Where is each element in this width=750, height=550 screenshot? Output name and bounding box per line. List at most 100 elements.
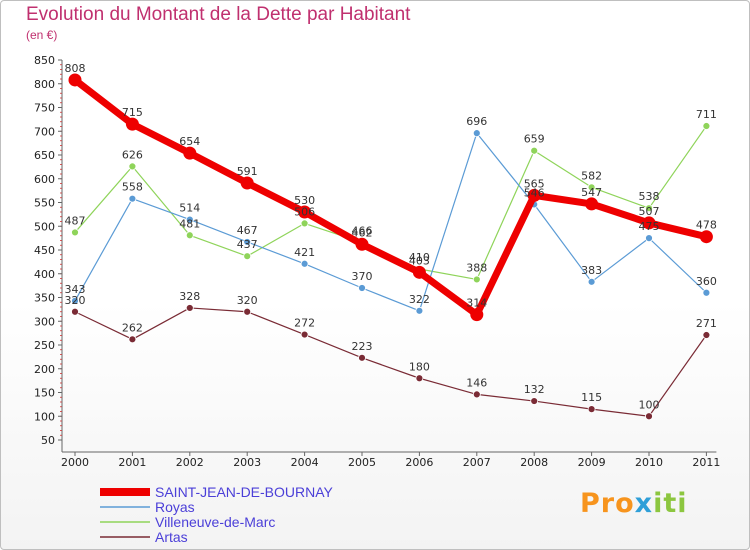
- data-label: 314: [466, 297, 487, 310]
- data-point: [128, 194, 137, 203]
- y-tick-label: 650: [34, 149, 55, 162]
- data-point: [699, 230, 713, 244]
- y-tick-label: 550: [34, 197, 55, 210]
- x-tick-label: 2007: [463, 456, 491, 469]
- y-tick-label: 500: [34, 220, 55, 233]
- data-label: 223: [352, 340, 373, 353]
- y-tick-label: 450: [34, 244, 55, 257]
- data-label: 715: [122, 106, 143, 119]
- data-label: 711: [696, 108, 717, 121]
- data-label: 328: [179, 290, 200, 303]
- x-tick-label: 2001: [118, 456, 146, 469]
- data-point: [243, 238, 252, 246]
- y-tick-label: 750: [34, 102, 55, 115]
- data-label: 591: [237, 165, 258, 178]
- x-tick-label: 2000: [61, 456, 89, 469]
- data-point: [587, 405, 596, 414]
- data-point: [472, 129, 481, 138]
- data-point: [587, 183, 596, 192]
- y-tick-label: 800: [34, 78, 55, 91]
- data-label: 383: [581, 264, 602, 277]
- series-line-1: [74, 132, 707, 312]
- data-point: [527, 188, 541, 202]
- y-tick-label: 300: [34, 315, 55, 328]
- data-point: [702, 288, 711, 297]
- data-label: 100: [639, 398, 660, 411]
- data-point: [298, 205, 312, 219]
- data-point: [642, 216, 656, 230]
- data-point: [243, 307, 252, 316]
- legend-label: Villeneuve-de-Marc: [155, 514, 275, 530]
- data-point: [185, 304, 194, 312]
- data-label: 271: [696, 317, 717, 330]
- data-label: 410: [409, 251, 430, 264]
- data-label: 272: [294, 317, 315, 330]
- data-label: 487: [65, 214, 86, 227]
- series-line-0: [72, 77, 708, 319]
- data-label: 626: [122, 148, 143, 161]
- data-point: [243, 252, 252, 261]
- data-point: [300, 259, 309, 268]
- y-tick-label: 850: [34, 54, 55, 67]
- y-tick-label: 600: [34, 173, 55, 186]
- data-point: [68, 73, 82, 87]
- data-label: 115: [581, 391, 602, 404]
- data-point: [125, 117, 139, 131]
- data-point: [702, 331, 711, 339]
- data-label: 506: [294, 205, 315, 218]
- data-point: [530, 397, 539, 405]
- y-tick-label: 350: [34, 292, 55, 305]
- data-point: [358, 284, 366, 292]
- y-tick-label: 50: [41, 434, 55, 447]
- data-label: 146: [466, 376, 487, 389]
- y-tick-label: 250: [34, 339, 55, 352]
- y-tick-label: 700: [34, 125, 55, 138]
- data-label: 547: [581, 186, 602, 199]
- proxiti-logo: Proxiti: [580, 488, 688, 519]
- data-label: 654: [179, 135, 200, 148]
- legend-label: Royas: [155, 499, 195, 515]
- data-label: 360: [696, 275, 717, 288]
- data-label: 262: [122, 321, 143, 334]
- data-point: [530, 146, 539, 155]
- data-label: 582: [581, 169, 602, 182]
- data-point: [645, 234, 653, 243]
- legend-label: SAINT-JEAN-DE-BOURNAY: [155, 484, 334, 500]
- data-label: 475: [639, 220, 660, 233]
- data-label: 320: [65, 294, 86, 307]
- series-layer: [68, 73, 713, 421]
- data-point: [702, 122, 711, 130]
- data-point: [470, 308, 484, 322]
- data-label: 180: [409, 360, 430, 373]
- data-point: [415, 306, 424, 315]
- x-tick-label: 2008: [520, 456, 548, 469]
- data-point: [185, 215, 194, 224]
- data-label: 132: [524, 383, 545, 396]
- data-point: [412, 265, 426, 279]
- x-tick-label: 2010: [635, 456, 663, 469]
- data-point: [183, 146, 197, 160]
- data-label: 546: [524, 186, 545, 199]
- data-point: [240, 176, 254, 190]
- data-point: [71, 296, 79, 305]
- data-point: [355, 237, 369, 251]
- axes: 50 100 150 200 250 300 350 400 450 500 550 600 650 70…: [34, 54, 720, 469]
- data-point: [645, 412, 653, 421]
- y-tick-label: 100: [34, 410, 55, 423]
- data-label: 659: [524, 133, 545, 146]
- data-point: [300, 330, 309, 339]
- data-label: 322: [409, 293, 430, 306]
- data-label: 388: [466, 261, 487, 274]
- data-label: 530: [294, 194, 315, 207]
- x-tick-label: 2003: [233, 456, 261, 469]
- chart-subtitle: (en €): [26, 28, 58, 42]
- y-tick-label: 150: [34, 387, 55, 400]
- data-label: 478: [696, 219, 717, 232]
- data-point: [472, 390, 481, 399]
- data-point: [585, 197, 599, 211]
- data-label: 466: [352, 224, 373, 237]
- data-point: [128, 162, 137, 171]
- data-label: 437: [237, 238, 258, 251]
